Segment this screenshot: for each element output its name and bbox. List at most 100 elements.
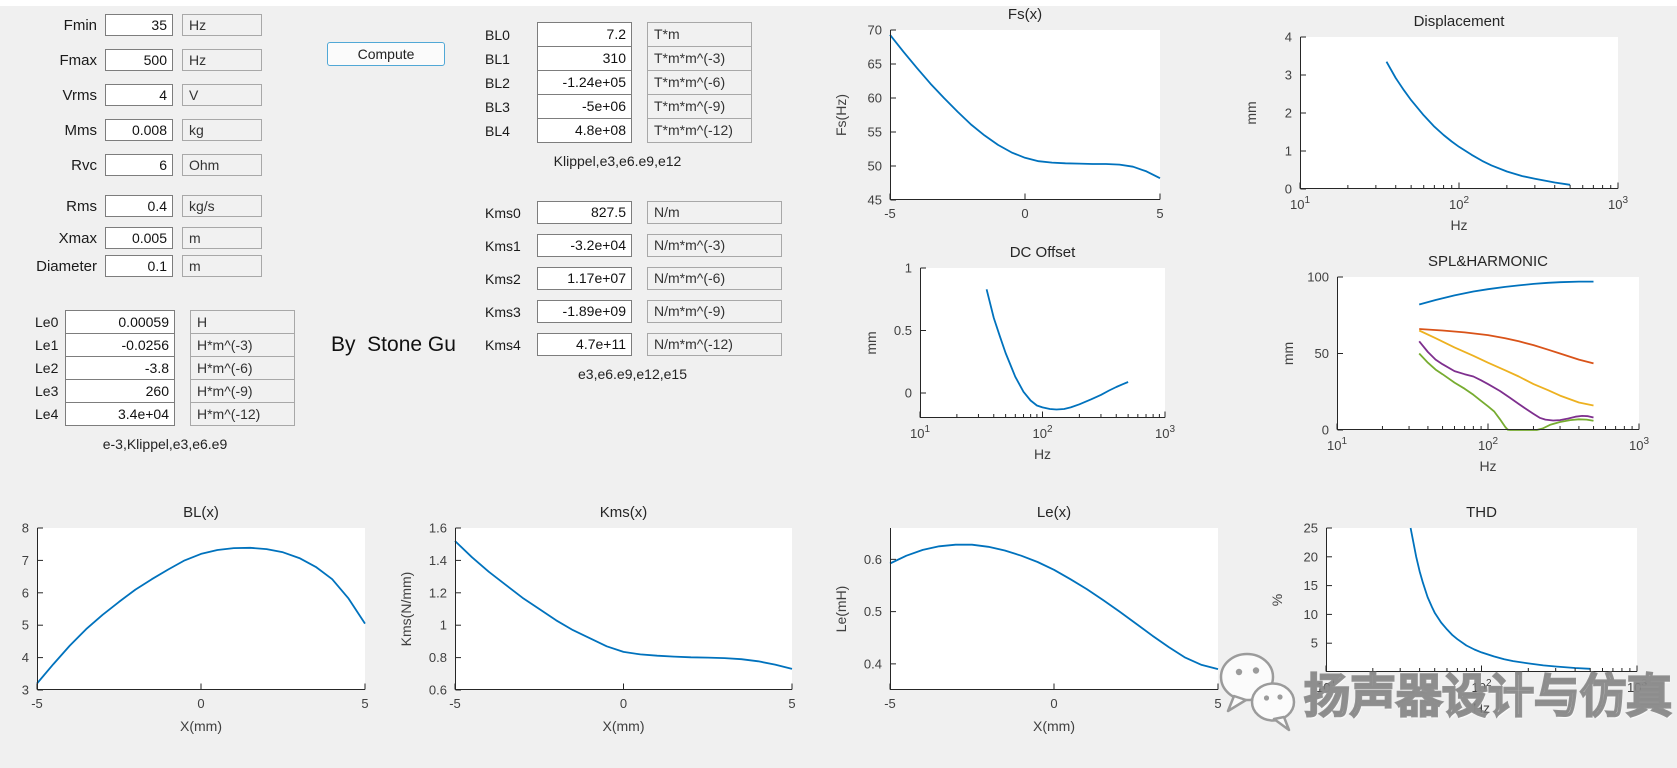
- kms3-label: Kms3: [485, 303, 521, 320]
- fmax-value-input[interactable]: 500: [105, 49, 173, 71]
- svg-text:55: 55: [868, 125, 882, 140]
- spl-harmonic-plot: 0 50 100 101 102 103 SPL&HARMONIC mm Hz: [1280, 253, 1649, 474]
- kms0-value-input[interactable]: 827.5: [537, 201, 632, 224]
- svg-text:Kms(N/mm): Kms(N/mm): [398, 572, 414, 647]
- le1-label: Le1: [35, 337, 59, 353]
- svg-text:15: 15: [1304, 578, 1318, 593]
- svg-text:50: 50: [1315, 346, 1329, 361]
- field-row-diameter: Diameter 0.1 m: [5, 255, 262, 277]
- svg-text:0: 0: [1322, 423, 1329, 438]
- field-row-le2: Le2 -3.8 H*m^(-6): [35, 356, 295, 380]
- rvc-value-input[interactable]: 6: [105, 154, 173, 176]
- fmin-value-input[interactable]: 35: [105, 14, 173, 36]
- le1-value-input[interactable]: -0.0256: [65, 333, 175, 357]
- svg-text:101: 101: [1327, 436, 1347, 453]
- svg-text:0: 0: [1285, 182, 1292, 197]
- svg-text:Hz: Hz: [1473, 700, 1490, 716]
- svg-text:-5: -5: [31, 696, 43, 711]
- diameter-label: Diameter: [36, 257, 97, 275]
- mms-unit-box: kg: [182, 119, 262, 141]
- svg-text:1.4: 1.4: [429, 553, 447, 568]
- watermark: 扬声器设计与仿真: [1218, 646, 1673, 739]
- svg-text:0.6: 0.6: [429, 683, 447, 698]
- diameter-value-input[interactable]: 0.1: [105, 255, 173, 277]
- xmax-value-input[interactable]: 0.005: [105, 227, 173, 249]
- svg-text:10: 10: [1304, 607, 1318, 622]
- svg-text:Hz: Hz: [1479, 458, 1496, 474]
- le4-value-input[interactable]: 3.4e+04: [65, 402, 175, 426]
- bl4-unit-box: T*m*m^(-12): [647, 118, 752, 143]
- kms2-value-input[interactable]: 1.17e+07: [537, 267, 632, 290]
- svg-text:103: 103: [1627, 678, 1647, 695]
- svg-text:BL(x): BL(x): [183, 504, 219, 521]
- bl0-value-input[interactable]: 7.2: [537, 22, 632, 47]
- svg-text:0.4: 0.4: [864, 656, 882, 671]
- svg-text:2: 2: [1285, 106, 1292, 121]
- bl3-unit-box: T*m*m^(-9): [647, 94, 752, 119]
- rms-unit-box: kg/s: [182, 195, 262, 217]
- bl4-value-input[interactable]: 4.8e+08: [537, 118, 632, 143]
- field-row-le4: Le4 3.4e+04 H*m^(-12): [35, 402, 295, 426]
- field-row-vrms: Vrms 4 V: [5, 84, 262, 106]
- field-row-bl4: BL4 4.8e+08 T*m*m^(-12): [485, 118, 752, 143]
- field-row-bl3: BL3 -5e+06 T*m*m^(-9): [485, 94, 752, 119]
- rvc-unit-box: Ohm: [182, 154, 262, 176]
- svg-text:102: 102: [1449, 195, 1469, 212]
- svg-text:0.8: 0.8: [429, 650, 447, 665]
- svg-text:Fs(x): Fs(x): [1008, 6, 1042, 23]
- svg-text:103: 103: [1629, 436, 1649, 453]
- compute-button[interactable]: Compute: [327, 42, 445, 66]
- svg-text:0: 0: [620, 696, 627, 711]
- bl0-label: BL0: [485, 26, 510, 43]
- bl1-label: BL1: [485, 50, 510, 67]
- le2-value-input[interactable]: -3.8: [65, 356, 175, 380]
- svg-text:3: 3: [22, 683, 29, 698]
- svg-text:0.5: 0.5: [894, 323, 912, 338]
- le3-unit-box: H*m^(-9): [190, 379, 295, 403]
- field-row-le1: Le1 -0.0256 H*m^(-3): [35, 333, 295, 357]
- le0-value-input[interactable]: 0.00059: [65, 310, 175, 334]
- svg-text:Hz: Hz: [1450, 217, 1467, 233]
- svg-text:5: 5: [1311, 636, 1318, 651]
- bl3-label: BL3: [485, 98, 510, 115]
- kms1-value-input[interactable]: -3.2e+04: [537, 234, 632, 257]
- bl1-value-input[interactable]: 310: [537, 46, 632, 71]
- svg-text:SPL&HARMONIC: SPL&HARMONIC: [1428, 253, 1548, 270]
- mms-value-input[interactable]: 0.008: [105, 119, 173, 141]
- svg-text:Le(x): Le(x): [1037, 504, 1071, 521]
- author-credit: By Stone Gu: [331, 333, 456, 356]
- svg-text:mm: mm: [1280, 342, 1296, 365]
- le3-label: Le3: [35, 383, 59, 399]
- fmin-unit-box: Hz: [182, 14, 262, 36]
- field-row-le3: Le3 260 H*m^(-9): [35, 379, 295, 403]
- kms4-unit-box: N/m*m^(-12): [647, 333, 782, 356]
- wechat-icon: [1218, 646, 1298, 739]
- svg-text:45: 45: [868, 193, 882, 208]
- kms1-label: Kms1: [485, 237, 521, 254]
- svg-text:1: 1: [1285, 144, 1292, 159]
- driver-parameters-group: Fmin 35 Hz Fmax 500 Hz Vrms 4 V Mms 0.008 kg Rvc 6 Ohm…: [5, 14, 262, 290]
- field-row-kms4: Kms4 4.7e+11 N/m*m^(-12): [485, 333, 782, 356]
- displacement-plot: 0 1 2 3 4 101 102 103 Displacement mm Hz: [1243, 13, 1628, 233]
- le3-value-input[interactable]: 260: [65, 379, 175, 403]
- field-row-mms: Mms 0.008 kg: [5, 119, 262, 141]
- kms4-value-input[interactable]: 4.7e+11: [537, 333, 632, 356]
- field-row-bl0: BL0 7.2 T*m: [485, 22, 752, 47]
- svg-text:101: 101: [1316, 678, 1336, 695]
- svg-text:1: 1: [905, 261, 912, 276]
- field-row-kms0: Kms0 827.5 N/m: [485, 201, 782, 224]
- bl1-unit-box: T*m*m^(-3): [647, 46, 752, 71]
- le2-label: Le2: [35, 360, 59, 376]
- svg-text:102: 102: [1478, 436, 1498, 453]
- svg-text:1.6: 1.6: [429, 521, 447, 536]
- kms3-value-input[interactable]: -1.89e+09: [537, 300, 632, 323]
- rms-value-input[interactable]: 0.4: [105, 195, 173, 217]
- bl2-value-input[interactable]: -1.24e+05: [537, 70, 632, 95]
- svg-text:7: 7: [22, 553, 29, 568]
- bl3-value-input[interactable]: -5e+06: [537, 94, 632, 119]
- kms-x-plot: 0.6 0.8 1 1.2 1.4 1.6 -5 0 5 Kms(x) Kms(N/mm) X(mm): [398, 504, 796, 734]
- kms_params-caption: e3,e6.e9,e12,e15: [578, 366, 687, 382]
- svg-text:4: 4: [22, 650, 29, 665]
- vrms-value-input[interactable]: 4: [105, 84, 173, 106]
